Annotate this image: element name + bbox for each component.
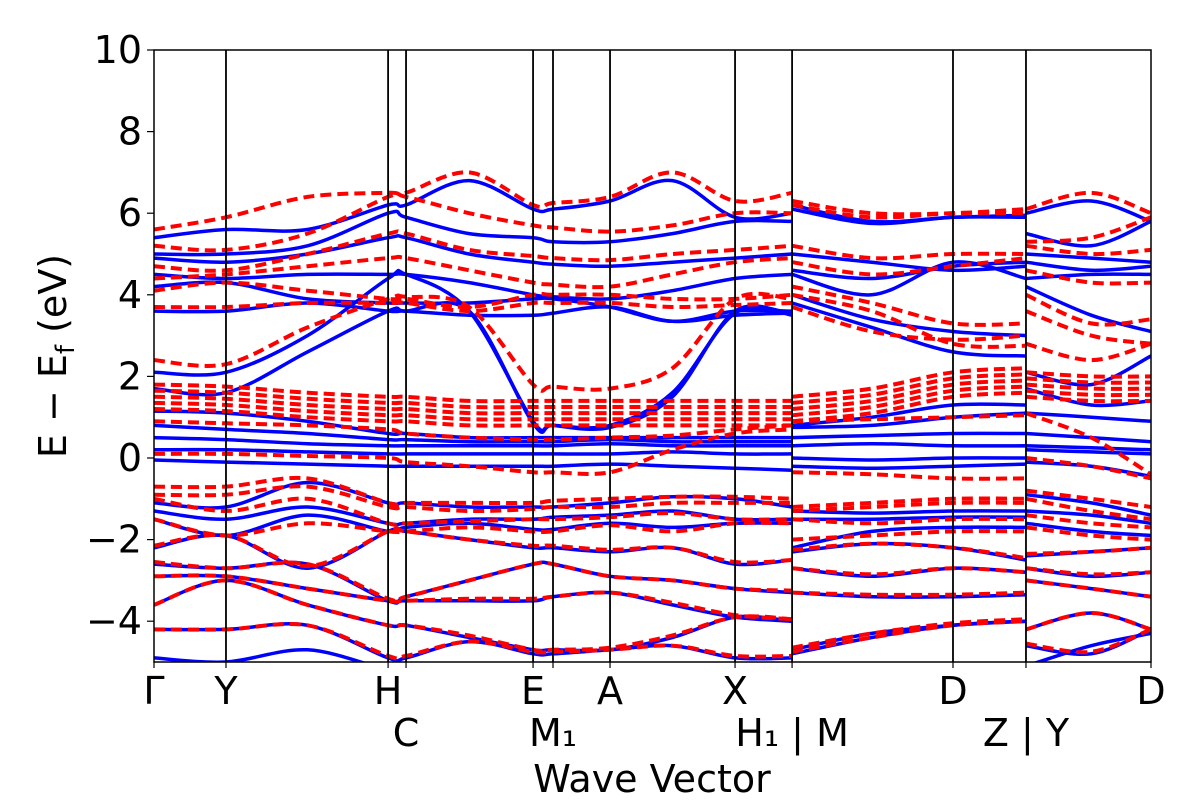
band-dashed-red xyxy=(154,378,1151,416)
x-tick-label: E xyxy=(521,669,545,713)
band-dashed-red xyxy=(154,191,1151,253)
x-axis: Γ Y HC EM₁ A XH₁ | M D Z | Y D xyxy=(143,662,1166,756)
y-axis-label: E − Ef (eV) xyxy=(31,254,81,458)
band-dashed-red xyxy=(154,526,1151,569)
band-solid-blue xyxy=(154,513,1151,550)
x-tick-label: X xyxy=(722,669,748,713)
band-dashed-red xyxy=(154,372,1151,410)
band-dashed-red xyxy=(154,254,1151,290)
band-dashed-red xyxy=(154,496,1151,530)
band-dashed-red xyxy=(154,280,1151,327)
band-dashed-red xyxy=(154,291,1151,393)
y-axis: −4 −2 0 2 4 6 8 10 xyxy=(86,28,154,643)
band-dashed-red xyxy=(154,619,1151,661)
y-tick-label: 2 xyxy=(118,354,142,398)
band-dashed-red xyxy=(154,573,1151,622)
x-tick-label: D xyxy=(938,669,967,713)
y-tick-label: 4 xyxy=(118,273,142,317)
band-dashed-red xyxy=(154,229,1151,273)
y-tick-label: −4 xyxy=(86,599,142,643)
x-tick-label: M₁ xyxy=(529,711,577,755)
band-dashed-red xyxy=(154,170,1151,232)
x-tick-label: H₁ | M xyxy=(735,711,849,756)
plot-frame xyxy=(153,49,1152,663)
high-symmetry-lines xyxy=(225,50,1027,662)
band-solid-blue xyxy=(154,505,1151,527)
band-dashed-red xyxy=(154,411,1151,477)
y-tick-label: 6 xyxy=(118,191,142,235)
band-dashed-red xyxy=(154,427,1151,481)
x-tick-label: C xyxy=(393,711,420,755)
x-tick-label: Γ xyxy=(143,669,164,713)
band-solid-blue xyxy=(154,423,1151,444)
bands-layer xyxy=(154,170,1151,662)
band-dashed-red xyxy=(154,292,1151,349)
band-dashed-red xyxy=(154,484,1151,522)
band-solid-blue xyxy=(154,458,1151,479)
band-dashed-red xyxy=(154,384,1151,422)
x-tick-label: D xyxy=(1136,669,1165,713)
x-axis-label: Wave Vector xyxy=(533,757,771,800)
x-tick-label: A xyxy=(597,669,623,713)
band-dashed-red xyxy=(154,366,1151,404)
band-solid-blue xyxy=(154,260,1151,324)
band-dashed-red xyxy=(154,560,1151,604)
band-dashed-red xyxy=(154,517,1151,542)
x-tick-label: H xyxy=(374,669,403,713)
band-solid-blue xyxy=(154,447,1151,462)
y-tick-label: −2 xyxy=(86,518,142,562)
y-tick-label: 8 xyxy=(118,110,142,154)
band-solid-blue xyxy=(154,207,1151,257)
y-tick-label: 10 xyxy=(94,28,142,72)
x-tick-label: Z | Y xyxy=(983,711,1070,756)
band-dashed-red xyxy=(154,578,1151,653)
y-tick-label: 0 xyxy=(118,436,142,480)
band-dashed-red xyxy=(154,475,1151,509)
band-solid-blue xyxy=(154,435,1151,452)
x-tick-label: Y xyxy=(213,669,238,713)
band-solid-blue xyxy=(154,480,1151,517)
band-dashed-red xyxy=(154,390,1151,428)
